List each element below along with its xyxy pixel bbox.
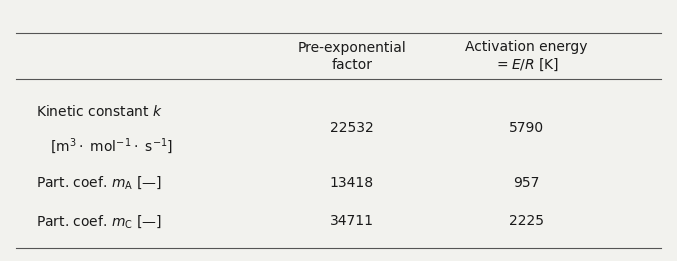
Text: 13418: 13418 — [330, 176, 374, 190]
Text: Pre-exponential
factor: Pre-exponential factor — [298, 41, 406, 72]
Text: 5790: 5790 — [509, 121, 544, 135]
Text: [m$^3\cdot$ mol$^{-1}\cdot$ s$^{-1}$]: [m$^3\cdot$ mol$^{-1}\cdot$ s$^{-1}$] — [50, 136, 173, 156]
Text: Activation energy
$= E/R$ [K]: Activation energy $= E/R$ [K] — [465, 40, 588, 73]
Text: 957: 957 — [513, 176, 540, 190]
Text: Kinetic constant $k$: Kinetic constant $k$ — [37, 104, 163, 119]
Text: 34711: 34711 — [330, 214, 374, 228]
Text: 2225: 2225 — [509, 214, 544, 228]
Text: Part. coef. $m_\mathrm{C}$ [—]: Part. coef. $m_\mathrm{C}$ [—] — [37, 213, 162, 230]
Text: Part. coef. $m_\mathrm{A}$ [—]: Part. coef. $m_\mathrm{A}$ [—] — [37, 174, 162, 191]
Text: 22532: 22532 — [330, 121, 374, 135]
